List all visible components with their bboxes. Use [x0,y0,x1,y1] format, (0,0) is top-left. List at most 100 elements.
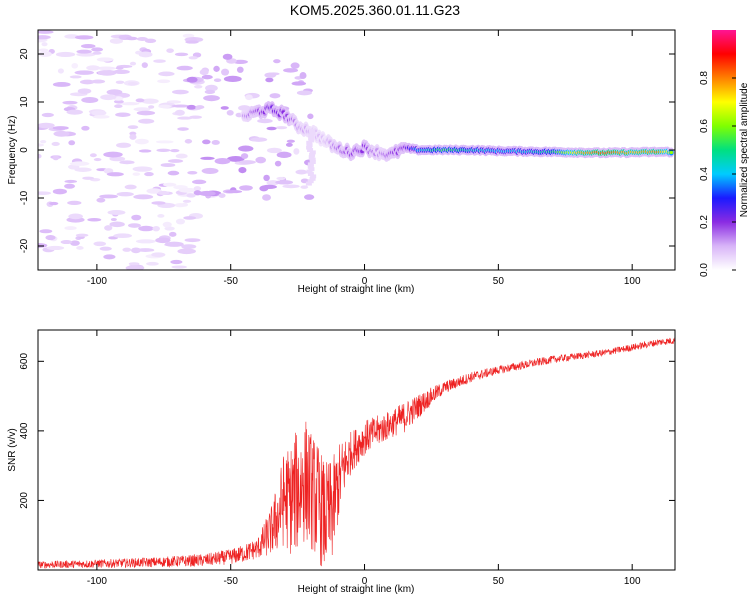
snr-frame [37,329,676,571]
heatmap-streak-cell [309,131,316,136]
heatmap-noise-blob [238,160,256,165]
heatmap-noise-blob [133,107,151,112]
heatmap-noise-blob [132,172,141,176]
heatmap-streak-cell [310,174,317,179]
heatmap-noise-blob [146,261,159,266]
heatmap-streak-cell [308,167,315,172]
heatmap-noise-blob [157,190,170,196]
heatmap-noise-blob [218,193,226,198]
heatmap-noise-blob [69,75,82,79]
heatmap-noise-blob [151,201,166,205]
heatmap-noise-blob [263,174,270,182]
heatmap-noise-blob [110,217,117,222]
heatmap-noise-blob [222,53,233,60]
heatmap-noise-blob [100,94,117,101]
x-tick-label: 50 [493,576,505,587]
heatmap-noise-blob [127,82,138,86]
heatmap-noise-blob [255,156,267,164]
heatmap-noise-blob [186,193,196,198]
heatmap-noise-blob [55,51,76,58]
colorbar-tick-label: 0.4 [699,167,710,181]
heatmap-noise-blob [250,137,268,142]
y-tick-label: 400 [19,422,30,439]
heatmap-noise-blob [300,185,309,189]
heatmap-noise-blob [266,126,277,131]
heatmap-noise-blob [293,148,300,155]
heatmap-noise-blob [174,52,189,57]
heatmap-streak-cell [309,176,316,181]
heatmap-noise-blob [120,102,140,106]
heatmap-noise-blob [116,142,132,148]
heatmap-noise-blob [269,93,281,99]
heatmap-streak-cell [309,150,316,155]
heatmap-noise-blob [171,265,187,269]
heatmap-noise-blob [133,194,154,200]
y-tick-label: 600 [19,353,30,370]
heatmap-noise-blob [49,201,59,206]
heatmap-noise-blob [214,157,231,165]
heatmap-noise-blob [125,36,138,41]
heatmap-noise-blob [41,112,54,118]
heatmap-noise-blob [46,245,65,251]
heatmap-noise-blob [68,213,83,220]
heatmap-noise-blob [265,77,274,83]
heatmap-noise-blob [114,104,123,109]
heatmap-noise-blob [184,238,201,243]
heatmap-noise-blob [81,96,99,103]
heatmap-streak-cell [309,157,316,162]
heatmap-noise-blob [52,188,67,195]
heatmap-noise-blob [86,65,101,71]
heatmap-noise-blob [124,184,137,190]
heatmap-noise-blob [144,172,154,177]
heatmap-x-ticks: -100 -50 0 50 100 [87,30,641,287]
heatmap-noise-blob [93,241,107,247]
heatmap-noise-blob [296,90,312,96]
heatmap-noise-blob [144,38,157,43]
heatmap-noise-blob [77,88,92,94]
heatmap-noise-blob [257,118,273,124]
heatmap-noise-blob [122,247,132,252]
colorbar-ticks: 0.0 0.2 0.4 0.6 0.8 [699,71,736,277]
heatmap-noise-blob [53,130,70,137]
heatmap-noise-blob [38,143,45,147]
heatmap-streak-cell [309,152,316,157]
heatmap-noise-blob [74,167,92,172]
heatmap-noise-blob [169,149,180,153]
heatmap-noise-blob [162,221,172,228]
heatmap-noise-blob [52,82,71,87]
heatmap-noise-blob [60,240,73,245]
heatmap-noise-blob [103,151,123,158]
heatmap-noise-blob [113,99,124,104]
snr-series-line [38,337,675,569]
heatmap-noise-blob [38,30,54,34]
heatmap-noise-blob [38,48,49,52]
heatmap-noise-blob [170,259,183,265]
heatmap-streak-cell [308,133,315,138]
heatmap-noise-blob [155,140,174,144]
heatmap-noise-blob [178,187,197,193]
heatmap-noise-blob [307,113,314,120]
y-tick-label: -20 [19,238,30,253]
heatmap-noise-blob [240,153,249,159]
heatmap-noise-blob [129,61,137,66]
heatmap-noise-blob [211,139,220,145]
heatmap-noise-blob [74,70,94,75]
heatmap-noise-blob [138,118,155,124]
heatmap-noise-blob [131,214,142,221]
heatmap-noise-blob [136,110,156,116]
heatmap-noise-blob [181,202,188,207]
heatmap-noise-blob [136,37,148,41]
heatmap-noise-blob [155,237,171,244]
heatmap-noise-blob [236,66,244,73]
heatmap-noise-blob [164,241,184,247]
heatmap-noise-blob [96,57,114,62]
heatmap-noise-blob [187,170,198,175]
colorbar-tick-label: 0.6 [699,119,710,133]
heatmap-noise-blob [80,43,96,49]
heatmap-noise-blob [64,179,78,184]
heatmap-noise-blob [76,246,84,250]
heatmap-noise-blob [157,79,171,84]
heatmap-noise-blob [106,89,123,96]
heatmap-noise-blob [153,59,166,63]
heatmap-noise-blob [171,104,191,108]
